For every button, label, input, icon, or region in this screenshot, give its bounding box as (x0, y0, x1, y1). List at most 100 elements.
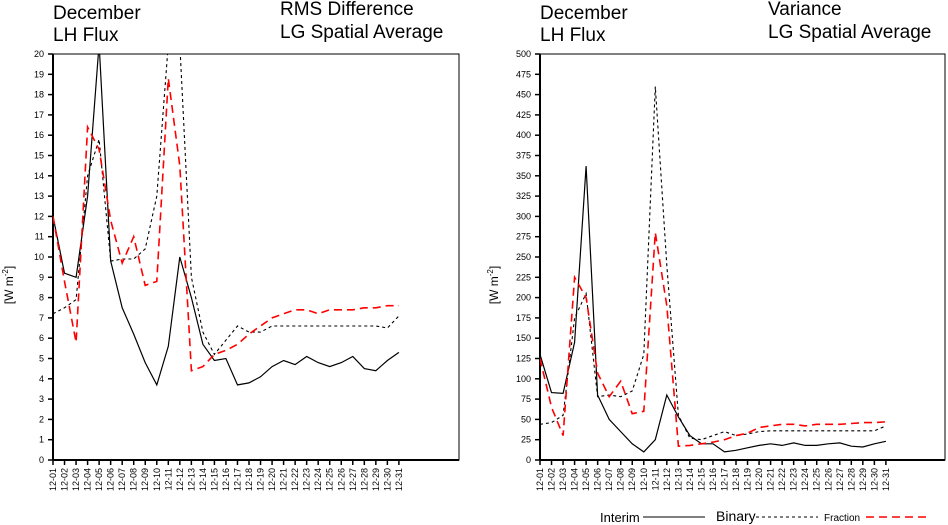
y-tick-label: 4 (39, 374, 44, 384)
x-tick-label: 12-07 (604, 468, 614, 491)
y-tick-label: 1 (39, 435, 44, 445)
x-tick-label: 12-05 (94, 468, 104, 491)
x-tick-label: 12-26 (823, 468, 833, 491)
variance-panel: December LH Flux Variance LG Spatial Ave… (486, 0, 946, 491)
x-tick-label: 12-06 (593, 468, 603, 491)
x-tick-label: 12-16 (221, 468, 231, 491)
y-tick-label: 16 (34, 130, 44, 140)
left-title-line1: December (53, 3, 141, 24)
x-tick-label: 12-30 (382, 468, 392, 491)
y-tick-label: 125 (516, 354, 531, 364)
y-tick-label: 11 (35, 232, 44, 242)
left-subtitle-line1: RMS Difference (280, 0, 414, 20)
x-tick-label: 12-30 (869, 468, 879, 491)
x-tick-label: 12-17 (232, 468, 242, 491)
x-tick-label: 12-23 (789, 468, 799, 491)
y-tick-label: 3 (39, 394, 44, 404)
y-tick-label: 9 (39, 272, 44, 282)
x-tick-label: 12-03 (558, 468, 568, 491)
x-tick-label: 12-08 (616, 468, 626, 491)
x-tick-label: 12-19 (256, 468, 266, 491)
legend: Interim Binary Fraction (600, 508, 928, 525)
series-line-interim (53, 54, 400, 387)
y-tick-label: 150 (516, 333, 531, 343)
x-tick-label: 12-14 (198, 468, 208, 491)
x-tick-label: 12-09 (627, 468, 637, 491)
x-tick-label: 12-16 (708, 468, 718, 491)
x-tick-label: 12-21 (766, 468, 776, 491)
x-tick-label: 12-15 (696, 468, 706, 491)
plot-frame (52, 53, 460, 461)
y-tick-label: 12 (34, 211, 44, 221)
y-tick-label: 250 (516, 252, 531, 262)
y-tick-label: 400 (516, 130, 531, 140)
y-tick-label: 19 (34, 69, 44, 79)
y-tick-label: 300 (516, 211, 531, 221)
x-tick-label: 12-11 (650, 468, 660, 490)
left-y-axis-label: [W m-2] (1, 266, 16, 304)
y-tick-label: 18 (34, 90, 44, 100)
x-tick-label: 12-29 (371, 468, 381, 491)
y-tick-label: 500 (516, 49, 531, 59)
y-tick-label: 375 (516, 151, 531, 161)
right-y-axis-label: [W m-2] (486, 266, 501, 304)
x-tick-label: 12-22 (777, 468, 787, 491)
x-tick-label: 12-06 (106, 468, 116, 491)
x-tick-label: 12-22 (290, 468, 300, 491)
x-tick-label: 12-13 (673, 468, 683, 491)
series-line-fraction (540, 232, 886, 448)
x-tick-label: 12-08 (129, 468, 139, 491)
x-tick-label: 12-25 (812, 468, 822, 491)
y-tick-label: 225 (516, 272, 531, 282)
right-plot-area: 0 25 50 75 100 125 150 175 200 225 250 275 300 325 350… (516, 49, 946, 491)
left-title-line2: LH Flux (53, 25, 119, 46)
y-tick-label: 425 (516, 110, 531, 120)
x-tick-label: 12-27 (835, 468, 845, 491)
series-line-fraction (53, 78, 399, 372)
x-tick-label: 12-04 (570, 468, 580, 491)
x-tick-label: 12-09 (140, 468, 150, 491)
y-tick-label: 20 (34, 49, 44, 59)
x-tick-label: 12-29 (858, 468, 868, 491)
y-tick-label: 175 (516, 313, 531, 323)
y-tick-label: 15 (34, 151, 44, 161)
x-tick-label: 12-01 (535, 468, 545, 491)
x-tick-label: 12-27 (348, 468, 358, 491)
y-tick-label: 0 (39, 455, 44, 465)
x-tick-label: 12-28 (359, 468, 369, 491)
y-tick-label: 75 (521, 394, 531, 404)
y-tick-label: 5 (39, 354, 44, 364)
x-tick-label: 12-15 (209, 468, 219, 491)
x-tick-label: 12-17 (719, 468, 729, 491)
right-title-line1: December (540, 3, 628, 24)
x-tick-label: 12-31 (394, 468, 404, 491)
x-tick-label: 12-20 (267, 468, 277, 491)
legend-label-interim: Interim (600, 510, 640, 525)
left-subtitle-line2: LG Spatial Average (280, 22, 443, 43)
x-tick-label: 12-21 (279, 468, 289, 491)
x-tick-label: 12-26 (336, 468, 346, 491)
y-tick-label: 10 (34, 252, 44, 262)
y-tick-label: 325 (516, 191, 531, 201)
x-tick-label: 12-01 (48, 468, 58, 491)
x-tick-label: 12-02 (60, 468, 70, 491)
series-line-interim (540, 166, 887, 453)
x-tick-label: 12-18 (731, 468, 741, 491)
x-tick-label: 12-10 (152, 468, 162, 491)
right-subtitle-line1: Variance (768, 0, 842, 20)
x-tick-label: 12-04 (83, 468, 93, 491)
series-line-binary (540, 86, 887, 441)
y-tick-label: 7 (39, 313, 44, 323)
y-tick-label: 2 (39, 414, 44, 424)
y-tick-label: 450 (516, 90, 531, 100)
x-tick-label: 12-11 (163, 468, 173, 490)
x-tick-label: 12-18 (244, 468, 254, 491)
x-tick-label: 12-05 (581, 468, 591, 491)
x-tick-label: 12-12 (175, 468, 185, 491)
y-tick-label: 6 (39, 333, 44, 343)
y-tick-label: 50 (521, 414, 531, 424)
x-tick-label: 12-19 (743, 468, 753, 491)
y-tick-label: 350 (516, 171, 531, 181)
